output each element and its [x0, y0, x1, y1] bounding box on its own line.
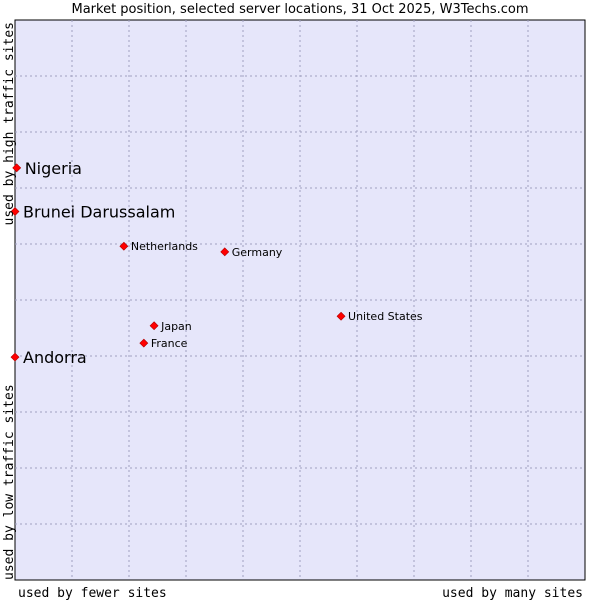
data-point-united-states [336, 311, 346, 321]
data-point-japan [149, 321, 159, 331]
point-label-andorra: Andorra [23, 348, 87, 367]
chart-title: Market position, selected server locatio… [71, 2, 529, 17]
grid-lines [15, 20, 585, 580]
data-point-germany [220, 247, 230, 257]
y-axis-label-bottom: used by low traffic sites [2, 384, 17, 580]
data-point-netherlands [119, 241, 129, 251]
point-label-germany: Germany [232, 246, 283, 259]
point-label-netherlands: Netherlands [131, 240, 198, 253]
data-point-nigeria [12, 163, 22, 173]
x-axis-label-right: used by many sites [442, 586, 583, 600]
point-label-japan: Japan [160, 320, 192, 333]
point-labels: Nigeria Brunei Darussalam Netherlands Germa… [23, 159, 423, 367]
point-label-brunei-darussalam: Brunei Darussalam [23, 203, 175, 222]
data-points [10, 163, 346, 362]
point-label-united-states: United States [348, 310, 423, 323]
y-axis-label-top: used by high traffic sites [2, 22, 17, 226]
data-point-france [139, 338, 149, 348]
point-label-nigeria: Nigeria [25, 159, 82, 178]
point-label-france: France [151, 337, 188, 350]
data-point-andorra [10, 352, 20, 362]
data-point-brunei-darussalam [10, 207, 20, 216]
x-axis-label-left: used by fewer sites [18, 586, 167, 600]
